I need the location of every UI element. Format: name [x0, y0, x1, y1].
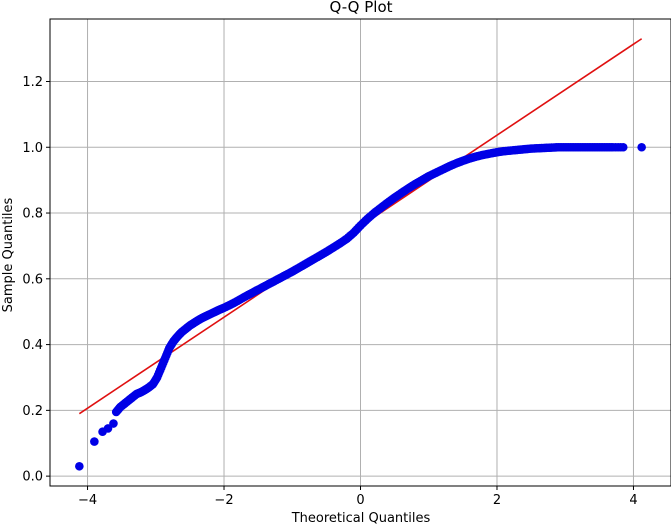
data-point — [424, 171, 434, 181]
y-tick-label: 0.0 — [22, 470, 43, 485]
data-point — [417, 175, 427, 185]
data-point — [383, 198, 393, 207]
data-point — [540, 143, 550, 153]
data-point — [301, 259, 311, 268]
data-point — [247, 288, 256, 298]
data-point — [342, 234, 352, 243]
data-point — [403, 184, 413, 193]
data-point — [581, 142, 590, 152]
data-point — [431, 168, 440, 178]
y-axis-label: Sample Quantiles — [1, 197, 16, 312]
data-point — [438, 165, 447, 174]
data-point — [533, 143, 543, 153]
data-point — [492, 147, 502, 157]
data-point — [356, 221, 365, 230]
data-point — [390, 193, 399, 202]
data-point — [519, 144, 529, 154]
data-point — [485, 149, 495, 158]
data-point — [637, 142, 646, 152]
data-point — [233, 296, 242, 306]
data-point — [281, 270, 290, 280]
data-point — [410, 179, 420, 189]
y-tick-label: 1.0 — [22, 141, 43, 156]
data-point — [601, 142, 611, 152]
y-tick-label: 0.4 — [22, 338, 43, 353]
data-point — [161, 353, 170, 363]
y-ticks: 0.0 0.2 0.4 0.6 0.8 1.0 1.2 — [22, 75, 50, 485]
data-point — [335, 238, 345, 248]
data-point — [109, 419, 118, 428]
data-point — [479, 150, 488, 160]
data-point — [315, 251, 324, 261]
data-point — [328, 243, 338, 252]
data-points-group — [75, 142, 646, 471]
x-tick-label: −2 — [214, 493, 233, 508]
data-point — [506, 146, 515, 155]
data-point — [397, 188, 406, 198]
data-point — [75, 461, 84, 471]
data-point — [240, 292, 249, 302]
data-point — [499, 146, 509, 156]
data-point — [103, 424, 113, 433]
data-point — [588, 142, 597, 152]
data-point — [547, 143, 556, 152]
data-point — [219, 303, 229, 313]
data-point — [294, 263, 304, 272]
data-point — [458, 156, 468, 166]
data-point — [322, 247, 331, 257]
data-point — [560, 142, 570, 152]
data-point — [287, 267, 297, 276]
data-point — [574, 142, 584, 152]
data-point — [444, 162, 454, 171]
x-tick-label: −4 — [78, 493, 97, 508]
data-point — [595, 142, 604, 152]
data-point — [472, 152, 481, 161]
x-tick-label: 2 — [493, 493, 501, 508]
data-point — [156, 363, 166, 372]
y-tick-label: 0.2 — [22, 404, 43, 419]
data-point — [274, 274, 283, 284]
data-point — [376, 203, 386, 213]
data-point — [526, 144, 536, 153]
data-point — [253, 285, 263, 294]
data-point — [608, 142, 618, 152]
x-tick-label: 0 — [356, 493, 364, 508]
data-point — [90, 437, 99, 446]
y-tick-label: 0.6 — [22, 272, 43, 287]
y-tick-label: 1.2 — [22, 75, 43, 90]
data-point — [267, 278, 277, 287]
data-point — [618, 142, 628, 152]
data-point — [363, 214, 372, 224]
x-axis-label: Theoretical Quantiles — [291, 511, 431, 525]
data-point — [554, 142, 563, 152]
data-point — [308, 255, 318, 265]
data-point — [148, 379, 158, 389]
data-point — [369, 208, 379, 218]
data-point — [513, 145, 522, 155]
grid-lines — [50, 19, 671, 486]
data-point — [226, 300, 236, 309]
x-tick-label: 4 — [629, 493, 637, 508]
data-point — [152, 373, 162, 382]
data-point — [465, 154, 474, 163]
data-point — [260, 281, 270, 291]
y-tick-label: 0.8 — [22, 207, 43, 222]
data-point — [451, 159, 461, 168]
data-point — [165, 343, 174, 353]
x-ticks: −4 −2 0 2 4 — [78, 486, 638, 508]
data-point — [567, 142, 577, 152]
data-point — [349, 228, 358, 238]
chart-title: Q-Q Plot — [329, 0, 392, 16]
